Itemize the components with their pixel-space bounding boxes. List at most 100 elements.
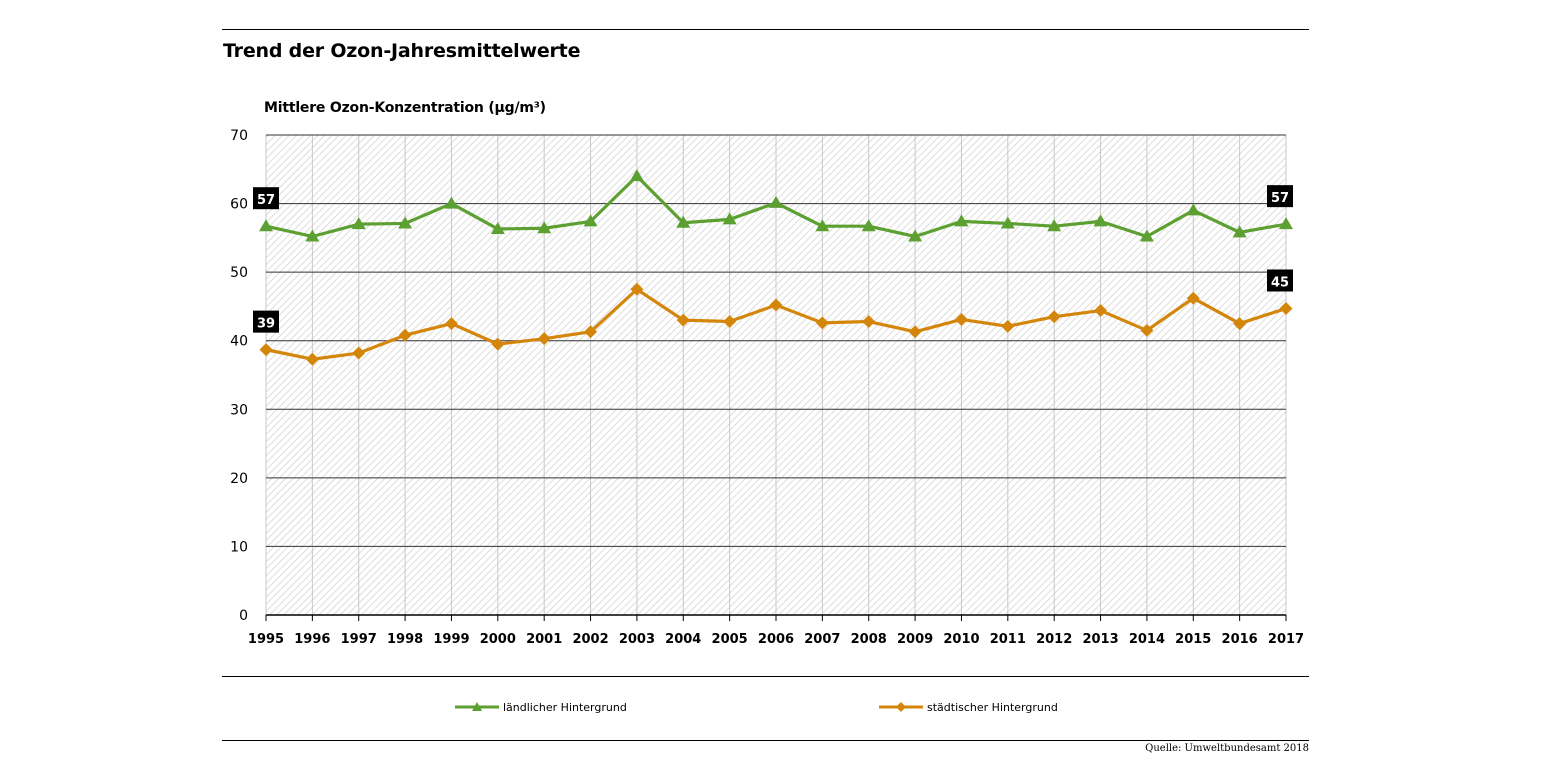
- x-tick-label: 1995: [248, 632, 284, 647]
- y-tick-label: 10: [230, 539, 248, 555]
- x-tick-label: 2016: [1222, 632, 1258, 647]
- y-tick-label: 50: [230, 265, 248, 281]
- value-label-box: [253, 187, 279, 210]
- data-point-triangle: [908, 229, 923, 242]
- data-point-diamond: [1186, 291, 1200, 305]
- x-tick-label: 2014: [1129, 632, 1165, 647]
- data-point-triangle: [1279, 217, 1293, 230]
- source-note: Quelle: Umweltbundesamt 2018: [1145, 743, 1309, 754]
- x-tick-label: 1996: [294, 632, 330, 647]
- legend-swatch-urban: [879, 702, 923, 712]
- x-tick-label: 2017: [1268, 632, 1304, 647]
- data-point-diamond: [398, 328, 412, 342]
- data-point-triangle: [490, 221, 505, 234]
- data-point-triangle: [398, 216, 413, 229]
- data-point-triangle: [861, 219, 876, 232]
- data-point-triangle: [769, 195, 783, 208]
- line-chart: 0 10 20 30 40 50 60 70 1995 1996 1997 1998 1999 2000…: [230, 128, 1304, 647]
- data-point-diamond: [723, 315, 737, 329]
- x-tick-label: 2006: [758, 632, 794, 647]
- data-point-diamond: [259, 343, 273, 357]
- data-point-triangle: [815, 219, 830, 232]
- x-tick-label: 1997: [341, 632, 377, 647]
- value-label-text: 57: [1271, 191, 1289, 206]
- x-tick-label: 2007: [804, 632, 840, 647]
- data-point-diamond: [908, 325, 922, 339]
- start-value-label: 39: [253, 310, 279, 333]
- value-label-box: [1267, 185, 1293, 208]
- data-point-triangle: [583, 214, 598, 227]
- x-tick-label: 2002: [572, 632, 608, 647]
- data-point-triangle: [305, 229, 320, 242]
- x-tick-label: 2003: [619, 632, 655, 647]
- data-point-triangle: [351, 217, 366, 230]
- x-tick-label: 2000: [480, 632, 516, 647]
- y-tick-label: 60: [230, 197, 248, 213]
- series-rural: [259, 169, 1293, 242]
- data-point-diamond: [537, 332, 551, 346]
- bottom-rule: [222, 740, 1309, 741]
- data-point-diamond: [676, 313, 690, 327]
- x-tick-label: 2010: [943, 632, 979, 647]
- chart-title: Trend der Ozon-Jahresmittelwerte: [223, 40, 581, 62]
- legend-item-rural: ländlicher Hintergrund: [455, 700, 627, 714]
- x-tick-label: 1999: [433, 632, 469, 647]
- data-point-triangle: [1093, 214, 1108, 227]
- data-point-triangle: [1000, 216, 1015, 229]
- legend-label-rural: ländlicher Hintergrund: [503, 700, 627, 714]
- x-tick-label: 2011: [990, 632, 1026, 647]
- data-point-triangle: [444, 196, 459, 209]
- x-tick-label: 2009: [897, 632, 933, 647]
- data-point-triangle: [629, 169, 644, 182]
- legend-swatch-rural: [455, 702, 499, 711]
- data-point-diamond: [305, 352, 319, 366]
- data-point-triangle: [537, 221, 552, 234]
- x-tick-label: 2004: [665, 632, 701, 647]
- data-point-triangle: [1139, 229, 1154, 242]
- data-point-diamond: [954, 312, 968, 326]
- data-point-diamond: [1279, 301, 1293, 315]
- value-label-box: [253, 310, 279, 333]
- data-point-triangle: [1186, 203, 1201, 216]
- value-label-text: 57: [257, 193, 275, 208]
- data-point-triangle: [1232, 225, 1247, 238]
- data-point-diamond: [630, 282, 644, 296]
- y-tick-label: 70: [230, 128, 248, 144]
- data-point-diamond: [1047, 310, 1061, 324]
- data-point-diamond: [491, 337, 505, 351]
- data-point-triangle: [722, 212, 737, 225]
- data-point-diamond: [1094, 304, 1108, 318]
- data-point-diamond: [815, 316, 829, 330]
- data-point-triangle: [1047, 219, 1062, 232]
- legend-top-rule: [222, 676, 1309, 677]
- start-value-label: 57: [253, 187, 279, 210]
- data-point-diamond: [1001, 319, 1015, 333]
- data-point-triangle: [676, 215, 691, 228]
- data-point-triangle: [259, 219, 273, 232]
- legend-label-urban: städtischer Hintergrund: [927, 700, 1058, 714]
- x-tick-label: 1998: [387, 632, 423, 647]
- data-point-diamond: [862, 315, 876, 329]
- data-point-triangle: [954, 214, 969, 227]
- y-axis-label: Mittlere Ozon-Konzentration (µg/m³): [264, 100, 546, 116]
- y-tick-label: 30: [230, 402, 248, 418]
- value-label-text: 39: [257, 317, 275, 332]
- x-tick-label: 2008: [851, 632, 887, 647]
- data-point-diamond: [444, 317, 458, 331]
- data-point-diamond: [1140, 323, 1154, 337]
- end-value-label: 45: [1267, 269, 1293, 292]
- y-tick-label: 20: [230, 471, 248, 487]
- data-point-diamond: [352, 346, 366, 360]
- legend-item-urban: städtischer Hintergrund: [879, 700, 1058, 714]
- end-value-label: 57: [1267, 185, 1293, 208]
- data-point-diamond: [584, 325, 598, 339]
- y-tick-label: 0: [239, 608, 248, 624]
- x-tick-label: 2012: [1036, 632, 1072, 647]
- x-tick-label: 2013: [1082, 632, 1118, 647]
- x-tick-label: 2005: [712, 632, 748, 647]
- data-point-diamond: [769, 298, 783, 312]
- x-tick-label: 2015: [1175, 632, 1211, 647]
- top-rule: [222, 29, 1309, 30]
- y-tick-label: 40: [230, 334, 248, 350]
- series-urban: [259, 282, 1293, 366]
